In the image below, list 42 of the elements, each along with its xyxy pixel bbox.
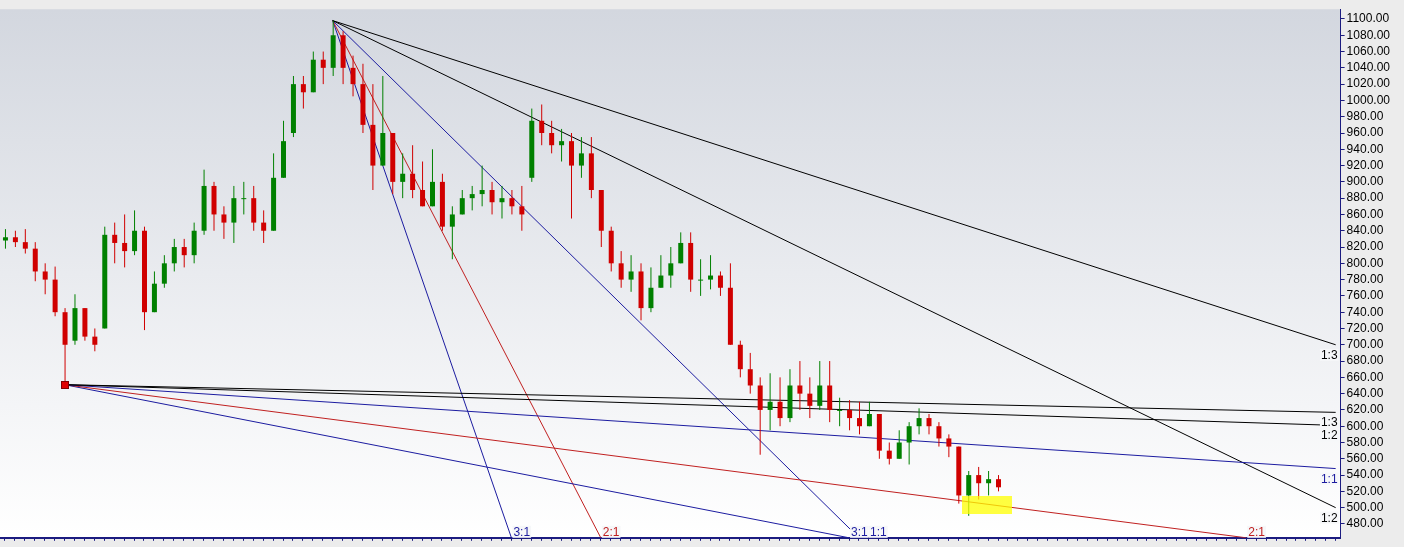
y-tick-label: 500.00 [1346,499,1384,514]
y-tick-label: 840.00 [1346,223,1384,238]
y-tick-label: 880.00 [1346,190,1384,205]
y-tick-label: 480.00 [1346,516,1384,531]
y-tick-label: 940.00 [1346,141,1384,156]
y-tick-label: 820.00 [1346,239,1384,254]
y-tick-label: 1080.00 [1346,27,1391,42]
y-tick-label: 740.00 [1346,304,1384,319]
y-tick-label: 860.00 [1346,206,1384,221]
y-tick-label: 660.00 [1346,369,1384,384]
y-tick-label: 700.00 [1346,337,1384,352]
y-tick-label: 520.00 [1346,483,1384,498]
series-label: 1:2 [1320,510,1338,525]
y-tick-label: 800.00 [1346,255,1384,270]
y-tick-label: 560.00 [1346,451,1384,466]
y-tick-label: 600.00 [1346,418,1384,433]
series-label: 3:1 [851,524,869,539]
y-tick-label: 920.00 [1346,157,1384,172]
series-label: 1:1 [869,524,887,539]
series-label: 2:1 [1248,524,1266,539]
y-tick-label: 620.00 [1346,402,1384,417]
y-tick-label: 1020.00 [1346,76,1391,91]
y-tick-label: 720.00 [1346,320,1384,335]
y-tick-label: 580.00 [1346,434,1384,449]
y-tick-label: 1040.00 [1346,60,1391,75]
y-tick-label: 640.00 [1346,385,1384,400]
series-label: 1:3 [1320,347,1338,362]
series-label: 1:3 [1320,415,1338,430]
y-tick-label: 540.00 [1346,467,1384,482]
y-tick-label: 1060.00 [1346,43,1391,58]
y-tick-label: 900.00 [1346,174,1384,189]
y-tick-label: 760.00 [1346,288,1384,303]
y-tick-label: 1100.00 [1346,11,1390,26]
y-tick-label: 680.00 [1346,353,1384,368]
series-label: 1:1 [1320,471,1338,486]
y-tick-label: 780.00 [1346,271,1384,286]
y-tick-label: 1000.00 [1346,92,1391,107]
series-label: 2:1 [602,524,620,539]
series-label: 1:2 [1320,428,1338,443]
y-tick-label: 980.00 [1346,109,1384,124]
series-label: 3:1 [513,524,531,539]
y-tick-label: 960.00 [1346,125,1384,140]
